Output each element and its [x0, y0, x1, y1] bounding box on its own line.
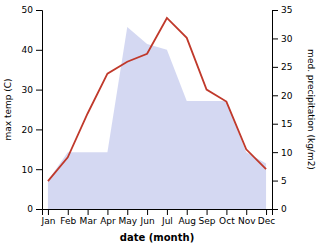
tick-mark [36, 50, 42, 51]
tick: 0 [272, 204, 287, 214]
tick-label: Jun [140, 216, 155, 226]
tick-label: 5 [281, 176, 287, 186]
axis-line [36, 11, 43, 210]
tick: 10 [22, 165, 42, 175]
line [48, 18, 266, 181]
tick: Sep [199, 209, 216, 226]
tick-label: 50 [22, 5, 34, 15]
tick-label: Jan [41, 216, 56, 226]
tick-label: 0 [27, 204, 33, 214]
tick: 25 [272, 62, 292, 72]
tick-mark [207, 209, 208, 215]
axis-line [43, 210, 273, 216]
tick: Jun [140, 209, 155, 226]
y2-axis: 0 5 10 15 20 25 30 35 [272, 5, 293, 214]
tick-label: 0 [281, 204, 287, 214]
tick: Mar [80, 209, 97, 226]
tick-label: 15 [281, 119, 292, 129]
tick-label: 30 [22, 85, 34, 95]
tick: 35 [272, 5, 292, 15]
tick: Nov [238, 209, 256, 226]
tick: 50 [22, 5, 42, 15]
tick: May [118, 209, 137, 226]
tick-mark [226, 209, 227, 215]
tick: 40 [22, 45, 42, 55]
y-axis: 0 10 20 30 40 50 [22, 5, 43, 214]
tick-mark [48, 209, 49, 215]
tick-label: 10 [281, 148, 293, 158]
tick: Feb [60, 209, 76, 226]
tick-label: Sep [199, 216, 216, 226]
axis-line [273, 11, 279, 210]
tick: 20 [22, 125, 42, 135]
tick-label: 20 [281, 91, 293, 101]
tick-mark [266, 209, 267, 215]
tick-mark [107, 209, 108, 215]
tick-label: 10 [22, 165, 34, 175]
tick: 15 [272, 119, 292, 129]
tick-mark [272, 38, 278, 39]
tick: 30 [22, 85, 42, 95]
plot-area: Jan Feb MarAprMayJun Jul AugSepOctNovDec 0 10 2… [22, 5, 293, 226]
tick-mark [36, 169, 42, 170]
x-axis: Jan Feb MarAprMayJun Jul AugSepOctNovDec [41, 209, 276, 226]
tick-label: Jul [161, 216, 173, 226]
tick-mark [147, 209, 148, 215]
tick-mark [88, 209, 89, 215]
tick-mark [272, 152, 278, 153]
tick-label: May [118, 216, 137, 226]
tick-label: Aug [178, 216, 196, 226]
tick-mark [272, 181, 278, 182]
y2-axis-title: med. precipitation (kg/m2) [306, 49, 316, 170]
tick-mark [36, 10, 42, 11]
tick: 10 [272, 148, 293, 158]
tick-mark [272, 209, 278, 210]
tick-mark [272, 67, 278, 68]
tick-mark [272, 10, 278, 11]
tick: Apr [100, 209, 116, 226]
tick-label: Dec [258, 216, 275, 226]
tick-mark [272, 95, 278, 96]
tick: 30 [272, 34, 293, 44]
chart: Jan Feb MarAprMayJun Jul AugSepOctNovDec 0 10 2… [0, 0, 318, 247]
tick-mark [246, 209, 247, 215]
tick-label: 40 [22, 45, 34, 55]
tick: Oct [219, 209, 235, 226]
tick-label: 35 [281, 5, 292, 15]
tick: 5 [272, 176, 287, 186]
tick-mark [68, 209, 69, 215]
tick-mark [127, 209, 128, 215]
tick-mark [167, 209, 168, 215]
tick-label: 20 [22, 125, 34, 135]
tick-label: Feb [60, 216, 76, 226]
tick-label: Nov [238, 216, 256, 226]
tick-label: Oct [219, 216, 235, 226]
tick-label: Apr [100, 216, 116, 226]
marks [48, 18, 266, 209]
tick: Aug [178, 209, 196, 226]
tick-mark [36, 209, 42, 210]
tick-mark [272, 124, 278, 125]
tick-mark [36, 90, 42, 91]
y-axis-title: max temp (C) [3, 78, 13, 140]
tick: 0 [27, 204, 42, 214]
tick-label: Mar [80, 216, 97, 226]
tick: Jan [41, 209, 56, 226]
tick: Jul [161, 209, 173, 226]
tick-label: 30 [281, 34, 293, 44]
tick-label: 25 [281, 62, 292, 72]
tick: 20 [272, 91, 293, 101]
tick-mark [187, 209, 188, 215]
tick-mark [36, 129, 42, 130]
x-axis-title: date (month) [120, 232, 194, 243]
tick: Dec [258, 209, 275, 226]
